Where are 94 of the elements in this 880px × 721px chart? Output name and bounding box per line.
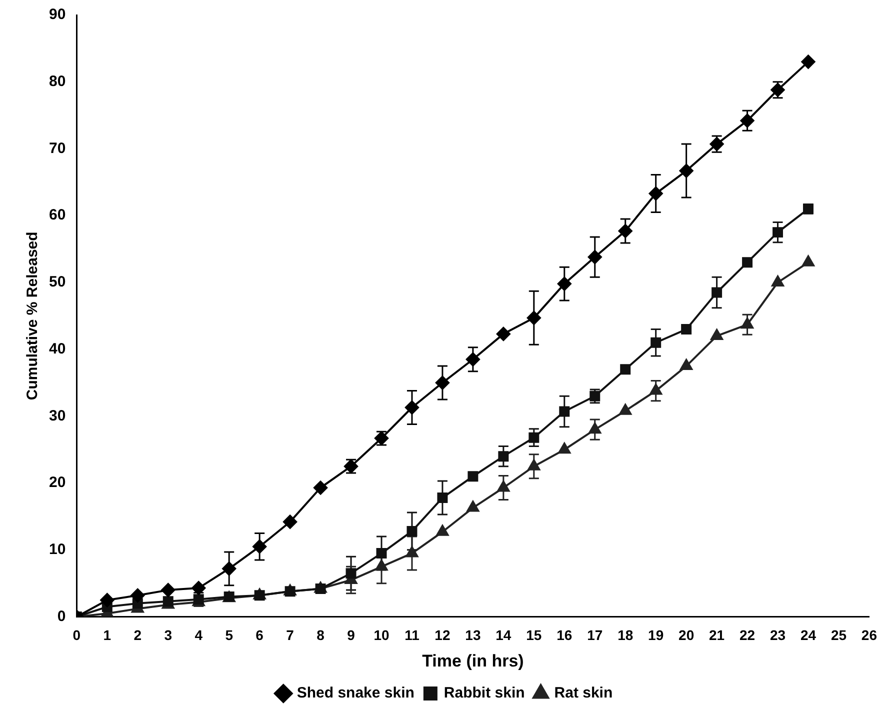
legend-label: Rat skin xyxy=(554,684,613,702)
y-tick-label: 40 xyxy=(48,340,66,358)
point xyxy=(100,593,114,608)
x-tick-label: 21 xyxy=(709,627,725,644)
point xyxy=(496,326,510,341)
x-tick-label: 6 xyxy=(256,627,264,644)
point xyxy=(284,586,296,597)
point xyxy=(741,318,754,329)
x-tick-label: 9 xyxy=(347,627,356,644)
y-tick-label: 50 xyxy=(48,274,66,291)
point xyxy=(375,560,388,571)
point xyxy=(161,583,176,598)
point xyxy=(648,186,663,201)
x-tick-label: 22 xyxy=(739,627,756,644)
point xyxy=(710,328,723,340)
x-tick-label: 23 xyxy=(770,627,786,644)
x-tick-label: 13 xyxy=(465,627,481,644)
point xyxy=(404,400,419,415)
point xyxy=(620,364,631,375)
legend-label: Shed snake skin xyxy=(296,684,414,702)
point xyxy=(222,562,236,576)
point xyxy=(588,422,602,434)
y-tick-label: 10 xyxy=(48,541,66,558)
point xyxy=(801,54,816,69)
x-tick-label: 20 xyxy=(678,627,694,644)
x-tick-label: 17 xyxy=(587,627,603,644)
x-tick-label: 4 xyxy=(194,627,203,644)
point xyxy=(497,480,510,492)
x-tick-label: 16 xyxy=(556,627,572,644)
y-tick-label: 80 xyxy=(48,73,66,90)
point xyxy=(406,526,418,536)
point xyxy=(559,406,570,417)
point xyxy=(436,524,449,536)
point xyxy=(346,568,356,579)
point xyxy=(772,227,784,238)
x-tick-label: 15 xyxy=(526,627,542,644)
x-tick-label: 8 xyxy=(316,627,325,644)
point xyxy=(802,255,814,266)
point xyxy=(252,540,267,554)
x-tick-label: 26 xyxy=(861,627,878,644)
point xyxy=(468,471,478,482)
point xyxy=(557,276,572,291)
point xyxy=(528,432,540,443)
point xyxy=(740,114,754,128)
point xyxy=(254,590,265,601)
point xyxy=(680,359,693,370)
point xyxy=(681,324,692,335)
x-tick-label: 3 xyxy=(164,627,172,644)
x-tick-label: 1 xyxy=(103,627,112,644)
point xyxy=(618,224,632,238)
point xyxy=(679,164,694,178)
point xyxy=(315,583,326,594)
y-tick-label: 30 xyxy=(48,407,66,424)
x-tick-label: 12 xyxy=(434,627,450,644)
point xyxy=(526,310,541,325)
legend-label: Rabbit skin xyxy=(444,684,525,702)
point xyxy=(588,250,602,264)
point xyxy=(742,257,753,268)
x-tick-label: 14 xyxy=(496,627,512,644)
x-tick-label: 7 xyxy=(286,627,294,644)
y-axis-title: Cumulative % Released xyxy=(24,232,42,400)
y-tick-label: 60 xyxy=(48,206,66,224)
y-tick-label: 0 xyxy=(57,608,66,625)
x-tick-label: 19 xyxy=(648,627,664,644)
x-tick-label: 0 xyxy=(72,627,81,644)
point xyxy=(192,581,206,596)
point xyxy=(283,514,298,529)
y-tick-label: 20 xyxy=(48,474,66,492)
point xyxy=(650,384,662,395)
point xyxy=(712,287,722,298)
x-tick-label: 5 xyxy=(225,627,234,644)
point xyxy=(528,459,540,470)
point xyxy=(435,376,450,390)
point xyxy=(314,480,328,495)
x-tick-label: 2 xyxy=(134,627,142,644)
x-axis-title: Time (in hrs) xyxy=(422,651,524,670)
x-tick-label: 11 xyxy=(404,627,420,644)
point xyxy=(376,548,387,559)
point xyxy=(437,492,448,504)
point xyxy=(772,275,784,286)
point xyxy=(130,588,145,602)
y-tick-label: 90 xyxy=(48,6,66,24)
point xyxy=(466,500,480,512)
point xyxy=(498,451,509,462)
x-tick-label: 18 xyxy=(618,627,634,644)
point xyxy=(650,337,662,348)
point xyxy=(466,352,480,366)
point xyxy=(619,404,632,415)
x-tick-label: 10 xyxy=(374,627,390,644)
point xyxy=(406,546,418,558)
y-tick-label: 70 xyxy=(48,140,66,157)
point xyxy=(558,442,571,454)
x-tick-label: 24 xyxy=(800,627,816,644)
x-tick-label: 25 xyxy=(830,627,847,644)
